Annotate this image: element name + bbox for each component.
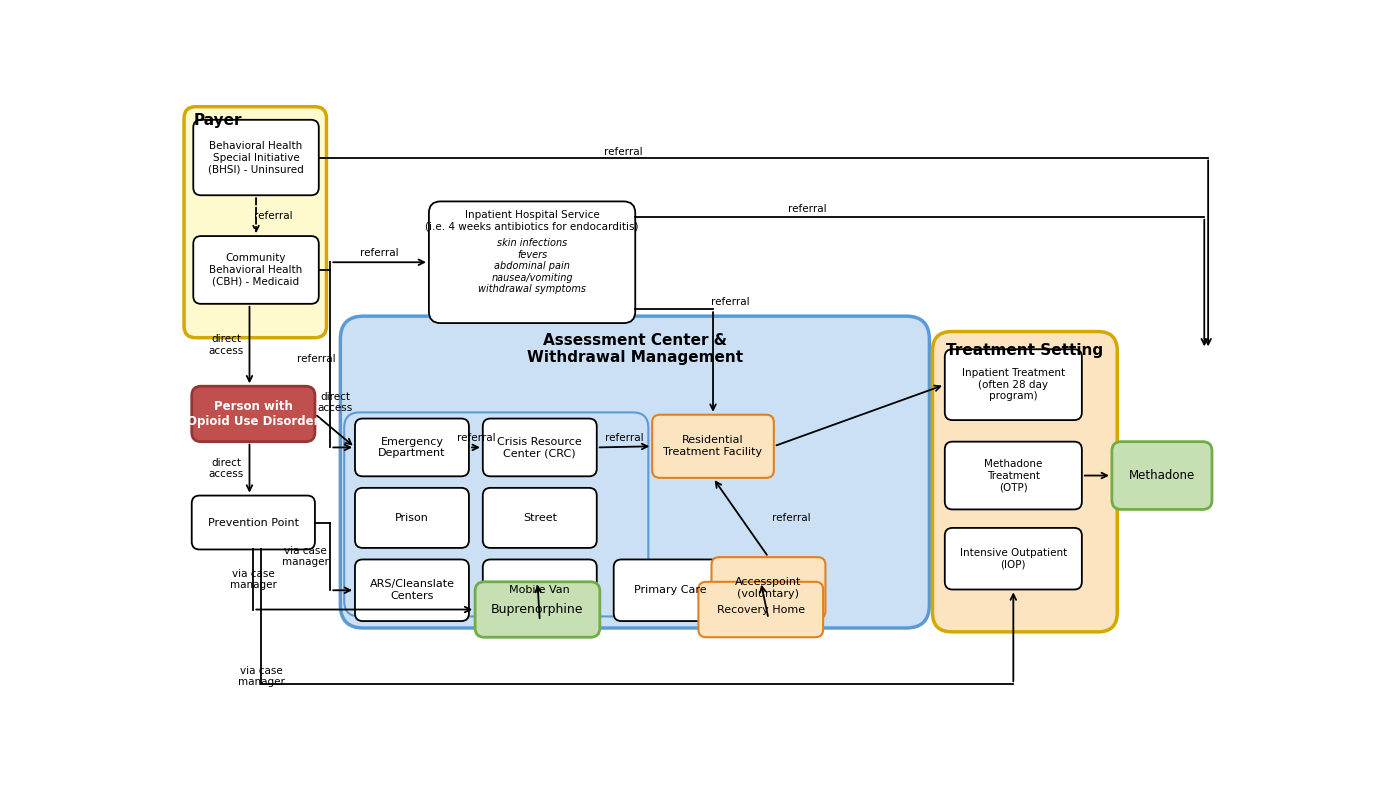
Text: Crisis Resource
Center (CRC): Crisis Resource Center (CRC) xyxy=(498,437,582,458)
FancyBboxPatch shape xyxy=(355,488,469,548)
Text: direct
access: direct access xyxy=(209,334,243,356)
FancyBboxPatch shape xyxy=(945,349,1082,420)
FancyBboxPatch shape xyxy=(483,488,596,548)
Text: Recovery Home: Recovery Home xyxy=(716,604,805,615)
Text: referral: referral xyxy=(788,204,827,214)
FancyBboxPatch shape xyxy=(476,582,600,638)
Text: direct
access: direct access xyxy=(317,392,353,413)
Text: referral: referral xyxy=(456,433,495,443)
FancyBboxPatch shape xyxy=(1112,442,1212,509)
Text: Accesspoint
(voluntary): Accesspoint (voluntary) xyxy=(736,577,802,599)
FancyBboxPatch shape xyxy=(653,415,774,478)
Text: Primary Care: Primary Care xyxy=(635,585,707,596)
Text: direct
access: direct access xyxy=(209,458,243,480)
Text: Inpatient Hospital Service
(i.e. 4 weeks antibiotics for endocarditis): Inpatient Hospital Service (i.e. 4 weeks… xyxy=(426,210,639,232)
Text: referral: referral xyxy=(603,147,642,157)
FancyBboxPatch shape xyxy=(945,442,1082,509)
Text: Person with
Opioid Use Disorder: Person with Opioid Use Disorder xyxy=(187,400,319,428)
Text: Intensive Outpatient
(IOP): Intensive Outpatient (IOP) xyxy=(960,548,1066,569)
Text: referral: referral xyxy=(361,248,398,258)
Text: referral: referral xyxy=(772,512,810,523)
Text: Treatment Setting: Treatment Setting xyxy=(946,343,1104,358)
FancyBboxPatch shape xyxy=(184,107,326,338)
Text: via case
manager: via case manager xyxy=(230,569,277,590)
FancyBboxPatch shape xyxy=(945,528,1082,589)
FancyBboxPatch shape xyxy=(711,557,826,619)
Text: skin infections
fevers
abdominal pain
nausea/vomiting
withdrawal symptoms: skin infections fevers abdominal pain na… xyxy=(479,238,586,294)
FancyBboxPatch shape xyxy=(614,560,727,621)
Text: Methadone: Methadone xyxy=(1129,469,1195,482)
FancyBboxPatch shape xyxy=(194,120,319,195)
Text: Behavioral Health
Special Initiative
(BHSI) - Uninsured: Behavioral Health Special Initiative (BH… xyxy=(209,141,304,174)
FancyBboxPatch shape xyxy=(192,386,315,442)
FancyBboxPatch shape xyxy=(429,201,635,323)
Text: Inpatient Treatment
(often 28 day
program): Inpatient Treatment (often 28 day progra… xyxy=(961,368,1065,401)
Text: Payer: Payer xyxy=(194,113,242,128)
FancyBboxPatch shape xyxy=(698,582,823,638)
FancyBboxPatch shape xyxy=(932,331,1117,632)
Text: Mobile Van: Mobile Van xyxy=(509,585,570,596)
FancyBboxPatch shape xyxy=(355,560,469,621)
Text: Street: Street xyxy=(523,513,557,523)
Text: Community
Behavioral Health
(CBH) - Medicaid: Community Behavioral Health (CBH) - Medi… xyxy=(209,253,303,286)
Text: Methadone
Treatment
(OTP): Methadone Treatment (OTP) xyxy=(985,459,1043,492)
Text: Buprenorphine: Buprenorphine xyxy=(491,603,584,616)
FancyBboxPatch shape xyxy=(483,560,596,621)
Text: Assessment Center &
Withdrawal Management: Assessment Center & Withdrawal Managemen… xyxy=(527,333,743,366)
FancyBboxPatch shape xyxy=(355,419,469,477)
Text: Prevention Point: Prevention Point xyxy=(207,518,299,527)
Text: referral: referral xyxy=(297,354,336,364)
FancyBboxPatch shape xyxy=(340,316,929,628)
Text: via case
manager: via case manager xyxy=(282,546,329,567)
FancyBboxPatch shape xyxy=(192,496,315,550)
FancyBboxPatch shape xyxy=(483,419,596,477)
FancyBboxPatch shape xyxy=(344,412,649,616)
Text: referral: referral xyxy=(711,297,750,307)
Text: ARS/Cleanslate
Centers: ARS/Cleanslate Centers xyxy=(369,580,455,601)
Text: via case
manager: via case manager xyxy=(238,665,285,688)
Text: referral: referral xyxy=(606,433,643,443)
FancyBboxPatch shape xyxy=(194,236,319,304)
Text: Emergency
Department: Emergency Department xyxy=(378,437,445,458)
Text: Prison: Prison xyxy=(396,513,429,523)
Text: Residential
Treatment Facility: Residential Treatment Facility xyxy=(664,435,762,457)
Text: referral: referral xyxy=(253,211,292,220)
